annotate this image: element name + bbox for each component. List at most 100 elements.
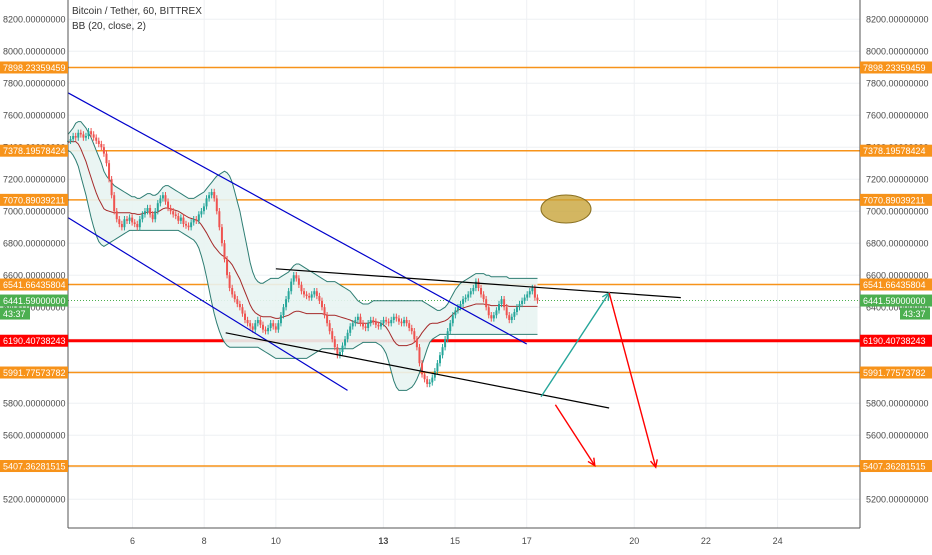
horizontal-levels	[0, 66, 932, 467]
arrow-line-1[interactable]	[608, 292, 657, 468]
x-tick: 17	[522, 536, 532, 546]
candle-body	[174, 214, 177, 216]
candle-body	[362, 323, 365, 327]
y-tick-right: 6800.00000000	[866, 239, 929, 249]
candle-body	[349, 326, 352, 333]
candle-body	[341, 345, 344, 352]
candle-body	[272, 323, 275, 327]
candle-body	[413, 331, 416, 340]
y-tick-left: 5800.00000000	[3, 399, 66, 409]
candle-body	[390, 320, 393, 324]
candle-body	[97, 140, 100, 144]
candle-body	[405, 320, 408, 324]
level-tag-bg-right-4	[860, 334, 932, 347]
candle-body	[146, 208, 149, 212]
candle-body	[428, 382, 431, 384]
candle-body	[231, 288, 234, 295]
bb-upper-band	[67, 121, 538, 311]
candle-body	[415, 339, 418, 348]
candle-body	[292, 275, 295, 282]
candle-body	[369, 320, 372, 324]
candle-body	[251, 326, 254, 330]
y-tick-right: 7200.00000000	[866, 175, 929, 185]
candle-body	[521, 300, 524, 304]
level-tag-bg-left-5	[0, 366, 68, 379]
candle-body	[333, 339, 336, 348]
axis-labels: 7898.23359459 7898.23359459 7378.19578424 7…	[0, 61, 932, 473]
candle-body	[454, 310, 457, 316]
candle-body	[238, 304, 241, 308]
candle-body	[495, 310, 498, 316]
candle-body	[377, 324, 380, 327]
y-tick-right: 5200.00000000	[866, 495, 929, 505]
candle-body	[395, 316, 398, 319]
candle-body	[84, 136, 87, 138]
level-tag-right-0: 7898.23359459	[863, 63, 926, 73]
candle-body	[177, 216, 180, 221]
last-price-tag-left: 6441.59000000	[3, 296, 66, 306]
trend-line-2[interactable]	[275, 268, 681, 299]
y-tick-left: 7800.00000000	[3, 79, 66, 89]
level-tag-left-2: 7070.89039211	[3, 195, 65, 205]
candle-body	[72, 136, 75, 140]
y-tick-right: 8200.00000000	[866, 15, 929, 25]
candle-body	[449, 323, 452, 332]
y-tick-right: 5600.00000000	[866, 431, 929, 441]
candle-body	[372, 320, 375, 322]
trend-line-1[interactable]	[67, 217, 348, 391]
candle-body	[313, 291, 316, 295]
candle-body	[195, 219, 198, 221]
level-tag-bg-right-1	[860, 144, 932, 157]
level-tag-bg-left-3	[0, 278, 68, 291]
candle-body	[431, 377, 434, 383]
y-tick-left: 5600.00000000	[3, 431, 66, 441]
candle-body	[482, 294, 485, 300]
candle-body	[87, 131, 90, 136]
trend-line-3[interactable]	[225, 332, 610, 409]
x-tick: 22	[701, 536, 711, 546]
trend-line-0[interactable]	[67, 92, 528, 345]
candle-body	[492, 315, 495, 319]
level-tag-bg-left-4	[0, 334, 68, 347]
candle-body	[192, 219, 195, 223]
arrow-head-2	[587, 457, 596, 467]
countdown-bg-right	[900, 307, 930, 320]
candle-body	[508, 315, 511, 320]
x-tick: 20	[629, 536, 639, 546]
candle-body	[169, 208, 172, 212]
candle-body	[277, 323, 280, 330]
candle-body	[318, 296, 321, 301]
candle-body	[400, 321, 403, 324]
candle-body	[236, 299, 239, 304]
candle-body	[182, 217, 185, 224]
countdown-right: 43:37	[903, 309, 926, 319]
candle-body	[346, 332, 349, 340]
target-ellipse	[540, 194, 592, 224]
candle-body	[480, 288, 483, 295]
candle-body	[374, 321, 377, 325]
candle-body	[305, 294, 308, 296]
level-tag-right-6: 5407.36281515	[863, 462, 926, 472]
candle-body	[90, 131, 93, 135]
candle-body	[385, 320, 388, 322]
candle-body	[513, 312, 516, 317]
candle-body	[326, 315, 329, 324]
candle-body	[246, 320, 249, 324]
candle-body	[113, 195, 116, 212]
arrow-line-2[interactable]	[554, 404, 596, 466]
candle-body	[477, 281, 480, 288]
arrow-line-0[interactable]	[540, 292, 610, 398]
x-tick: 15	[450, 536, 460, 546]
candle-body	[200, 211, 203, 215]
candle-body	[249, 323, 252, 327]
candle-body	[472, 288, 475, 292]
candle-body	[500, 299, 503, 304]
y-tick-right: 6400.00000000	[866, 303, 929, 313]
candle-body	[510, 316, 513, 320]
candle-body	[503, 299, 506, 308]
candle-body	[77, 132, 80, 138]
x-tick: 8	[202, 536, 207, 546]
bollinger-bands	[67, 121, 538, 391]
